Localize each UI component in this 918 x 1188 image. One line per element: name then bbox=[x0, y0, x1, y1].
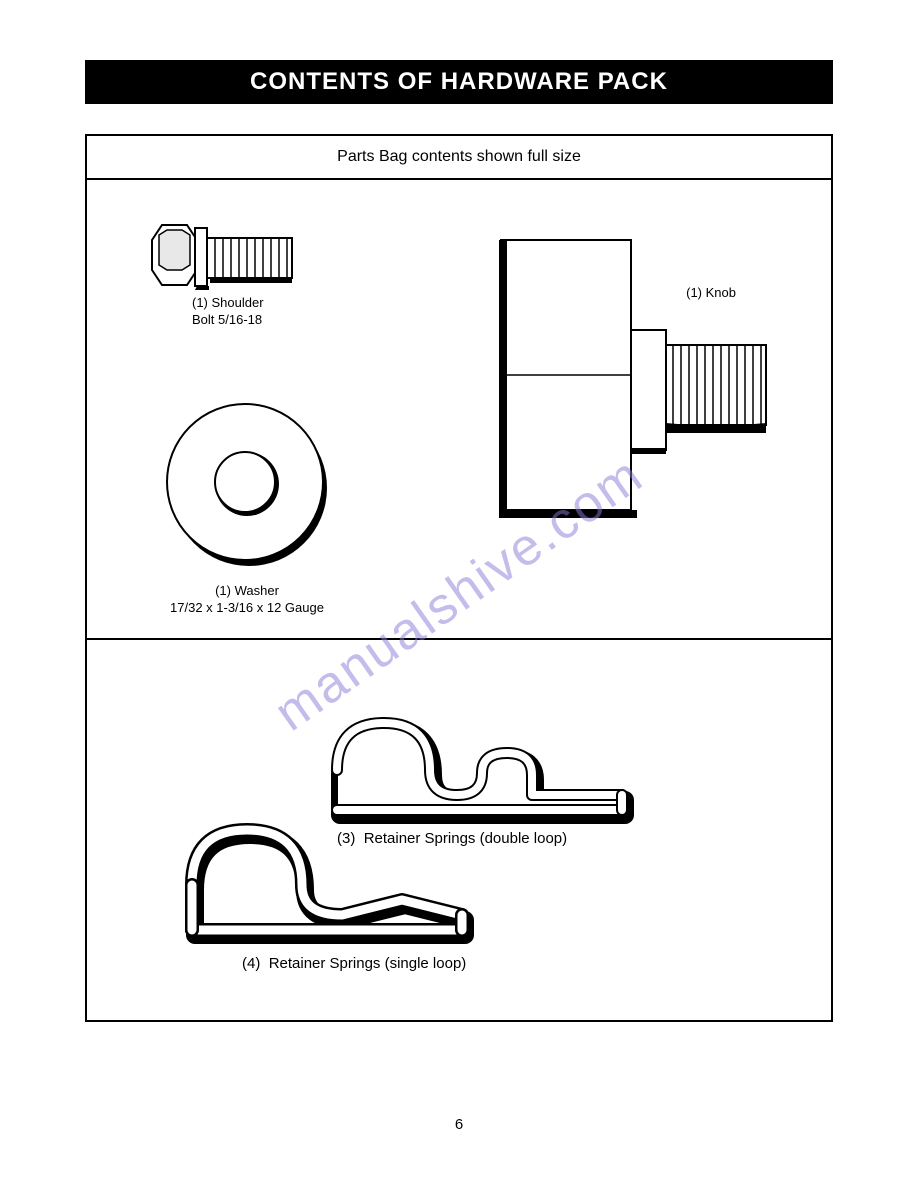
subtitle: Parts Bag contents shown full size bbox=[87, 136, 831, 180]
content-box: Parts Bag contents shown full size bbox=[85, 134, 833, 1022]
page-title: CONTENTS OF HARDWARE PACK bbox=[85, 60, 833, 104]
knob-qty: (1) bbox=[686, 285, 702, 300]
bolt-qty: (1) bbox=[192, 295, 208, 310]
bolt-spec: Bolt 5/16-18 bbox=[192, 312, 262, 327]
spring-single-name: Retainer Springs (single loop) bbox=[269, 955, 467, 972]
washer-label: (1) Washer 17/32 x 1-3/16 x 12 Gauge bbox=[157, 583, 337, 617]
knob-diagram bbox=[481, 230, 781, 535]
bottom-section: (3) Retainer Springs (double loop) bbox=[87, 640, 831, 1020]
bolt-name: Shoulder bbox=[212, 295, 264, 310]
spring-single-label: (4) Retainer Springs (single loop) bbox=[242, 955, 466, 972]
top-section: (1) Shoulder Bolt 5/16-18 bbox=[87, 180, 831, 640]
washer-spec: 17/32 x 1-3/16 x 12 Gauge bbox=[170, 600, 324, 615]
knob-label: (1) Knob bbox=[686, 285, 736, 300]
spring-single-qty: (4) bbox=[242, 955, 260, 972]
washer-diagram: (1) Washer 17/32 x 1-3/16 x 12 Gauge bbox=[157, 400, 337, 617]
spring-single-diagram bbox=[172, 805, 482, 960]
washer-name: Washer bbox=[235, 583, 279, 598]
page-number: 6 bbox=[455, 1116, 463, 1133]
bolt-label: (1) Shoulder Bolt 5/16-18 bbox=[192, 295, 264, 329]
washer-qty: (1) bbox=[215, 583, 231, 598]
knob-name: Knob bbox=[706, 285, 736, 300]
